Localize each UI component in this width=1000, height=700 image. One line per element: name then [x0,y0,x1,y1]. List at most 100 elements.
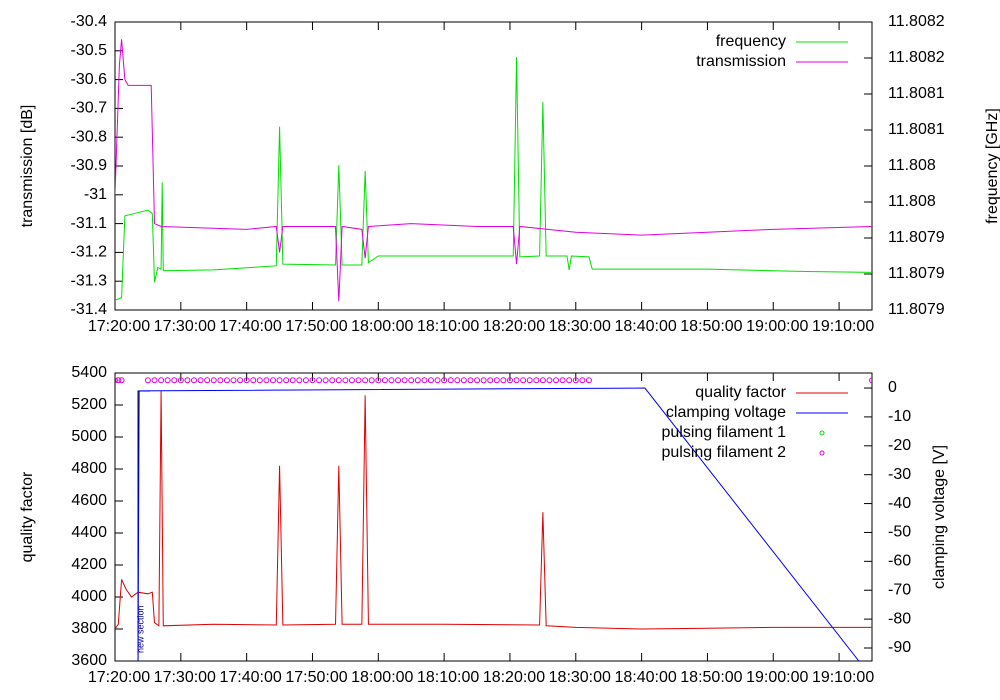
data-point [500,377,507,384]
legend-symbol [819,430,825,436]
x-tick-label: 19:00:00 [746,318,808,335]
y2-tick-label: -30 [888,466,911,483]
data-point [177,377,184,384]
data-point [256,377,263,384]
legend-label: clamping voltage [666,404,786,421]
data-point [296,377,303,384]
data-point [171,377,178,384]
data-point [302,377,309,384]
x-tick-label: 18:10:00 [417,318,479,335]
x-tick-label: 18:20:00 [483,318,545,335]
y2-tick-label: -50 [888,524,911,541]
legend-label: pulsing filament 2 [661,444,786,461]
x-tick-label: 18:10:00 [417,669,479,686]
y-tick-label: -30.7 [71,100,108,117]
x-tick-label: 19:00:00 [746,669,808,686]
y2-tick-label: -10 [888,408,911,425]
legend-label: pulsing filament 1 [661,424,786,441]
y-tick-label: -31.3 [71,272,108,289]
y-tick-label: -30.9 [71,157,108,174]
x-tick-label: 17:20:00 [88,318,150,335]
x-tick-label: 18:50:00 [680,669,742,686]
y-tick-label: 4000 [71,588,107,605]
data-line [137,387,860,661]
x-tick-label: 19:10:00 [812,669,874,686]
legend-label: quality factor [695,384,786,401]
data-point [204,377,211,384]
data-point [355,377,362,384]
x-tick-label: 18:40:00 [614,318,676,335]
y2-tick-label: 11.808 [888,157,936,174]
data-point [572,377,579,384]
data-point [237,377,244,384]
data-point [566,377,573,384]
legend-label: transmission [696,53,786,70]
y-tick-label: -31.4 [71,301,108,318]
data-point [276,377,283,384]
annotation: new section [135,605,145,653]
y-tick-label: -31.2 [71,244,108,261]
data-point [460,377,467,384]
plot-area [115,377,872,661]
y2-tick-label: 11.8081 [888,85,945,102]
data-point [164,377,171,384]
legend-label: frequency [716,33,786,50]
y2-tick-label: -20 [888,437,911,454]
panel: 3600 3800 4000 4200 4400 4600 4800 5000 5200 5400… [19,364,948,686]
x-tick-label: 18:00:00 [351,669,413,686]
y2-tick-label: 0 [888,379,897,396]
y-tick-label: -30.6 [71,71,108,88]
data-point [115,377,122,384]
data-point [526,377,533,384]
data-point [151,377,158,384]
data-line [115,39,872,302]
y-tick-label: 5200 [71,396,107,413]
y-tick-label: 3800 [71,620,107,637]
y2-tick-label: -90 [888,639,911,656]
y-axis-label: transmission [dB] [19,105,36,228]
x-tick-label: 18:00:00 [351,318,413,335]
x-tick-label: 18:20:00 [483,669,545,686]
data-point [585,377,592,384]
x-tick-label: 18:30:00 [549,669,611,686]
data-point [309,377,316,384]
data-point [533,377,540,384]
x-tick-label: 17:30:00 [154,318,216,335]
plot-frame [114,372,873,662]
y2-tick-label: 11.8082 [888,13,945,30]
y2-tick-label: 11.808 [888,193,936,210]
data-line [115,57,872,301]
data-point [115,377,118,384]
data-point [546,377,553,384]
y-tick-label: -30.5 [71,42,108,59]
data-point [447,377,454,384]
data-point [283,377,290,384]
data-point [210,377,217,384]
data-point [434,377,441,384]
data-point [454,377,461,384]
y-tick-label: 4600 [71,492,107,509]
y2-axis-label: clamping voltage [V] [931,445,948,589]
data-point [579,377,586,384]
x-tick-label: 17:20:00 [88,669,150,686]
x-tick-label: 18:40:00 [614,669,676,686]
data-point [539,377,546,384]
data-point [487,377,494,384]
data-point [480,377,487,384]
data-point [342,377,349,384]
data-point [427,377,434,384]
y-tick-label: 4200 [71,556,107,573]
data-point [414,377,421,384]
data-point [250,377,257,384]
y-tick-label: 3600 [71,652,107,669]
x-tick-label: 17:50:00 [285,318,347,335]
y-tick-label: -31 [84,186,107,203]
data-point [335,377,342,384]
data-point [263,377,270,384]
data-point [559,377,566,384]
y2-tick-label: 11.8079 [888,301,945,318]
x-tick-label: 19:10:00 [812,318,874,335]
data-point [230,377,237,384]
data-point [441,377,448,384]
